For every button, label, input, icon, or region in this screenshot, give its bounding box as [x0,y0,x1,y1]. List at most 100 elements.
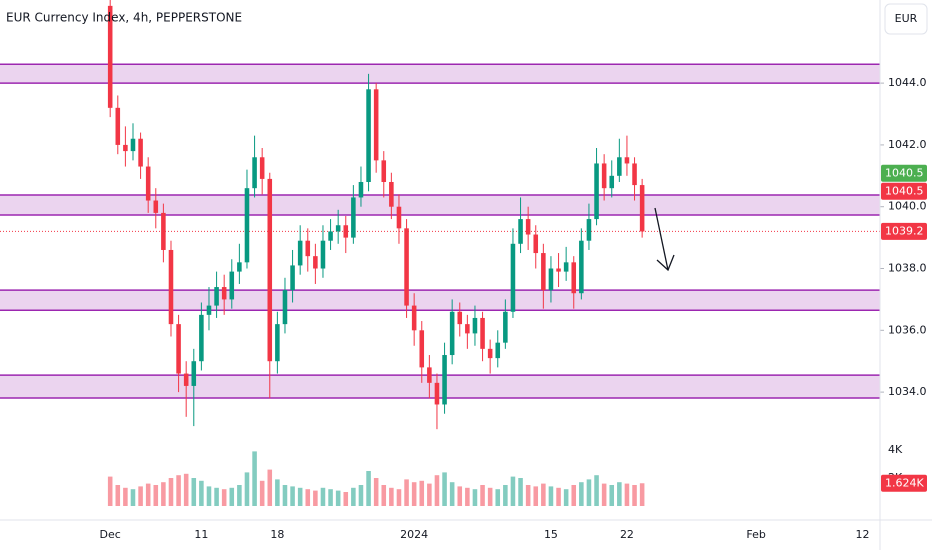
volume-bar [563,489,569,506]
candle-body [161,212,166,250]
x-tick-label: Feb [746,528,765,541]
x-tick-label: 2024 [400,528,428,541]
candle-body [609,175,615,189]
candle-body [457,311,463,325]
volume-bar [328,489,333,506]
candle-body [533,234,539,254]
volume-pane [107,451,645,506]
volume-bar [609,485,615,506]
candle-body [176,324,181,374]
candle-body [313,256,318,269]
candle-body [541,253,546,291]
candle-body [396,206,402,229]
candle-body [290,265,295,291]
volume-bar [115,485,121,506]
candle-body [282,290,288,325]
candle-body [115,107,121,145]
volume-bar [632,485,637,506]
volume-bar [556,487,561,506]
candle-body [130,138,136,152]
volume-bar [282,485,288,506]
volume-bar [297,487,303,506]
price-tag-label: 1040.5 [885,184,924,197]
volume-bar [579,482,584,506]
volume-bar [176,475,181,506]
zone [0,64,880,84]
price-tag [881,164,927,182]
candle-body [571,262,577,294]
candle-body [328,231,333,241]
volume-bar [541,483,546,506]
candle-body [594,163,599,220]
candle-body [305,240,311,257]
volume-bar [480,485,485,506]
candle-body [297,240,303,266]
candle-body [343,225,349,238]
volume-tick-label: 4K [888,443,903,456]
volume-bar [229,487,235,506]
candle-body [199,314,204,362]
volume-bar [153,485,159,506]
candle-body [579,240,584,294]
volume-bar [495,489,501,506]
volume-bar [259,480,265,506]
volume-bar [427,483,432,506]
volume-bar [313,490,318,506]
volume-bar [571,485,577,506]
candle-body [351,197,356,238]
x-tick-label: Dec [100,528,121,541]
axes: 1034.0 1036.0 1038.0 1040.0 1042.0 1044.0 Dec 1… [100,76,927,541]
candle-body [465,324,470,334]
volume-bar [548,486,554,506]
x-tick-label: 12 [856,528,870,541]
volume-bar [419,480,425,506]
volume-bar [145,483,151,506]
volume-bar [624,483,630,506]
down-arrow [654,207,675,272]
candle-body [434,382,440,405]
candle-body [366,89,371,182]
volume-bar [107,476,113,506]
volume-bar [183,473,189,506]
y-tick-label: 1036.0 [888,323,927,336]
volume-bar [168,478,174,506]
zone [0,290,880,311]
volume-bar [305,489,311,506]
volume-bar [275,479,280,506]
volume-bar [639,483,645,506]
candle-body [123,144,128,152]
currency-button-label[interactable]: EUR [895,12,918,25]
candle-body [206,305,212,315]
chart-title: EUR Currency Index, 4h, PEPPERSTONE [6,11,242,25]
volume-tag-label: 1.624K [885,476,924,489]
volume-bar [457,486,463,506]
volume-bar [381,485,387,506]
candle-body [389,181,394,207]
currency-button[interactable] [884,3,928,35]
volume-bar [252,451,257,506]
candle-body [548,268,554,291]
candle-body [624,157,630,164]
price-tag-label: 1040.5 [885,166,924,179]
x-tick-label: 15 [544,528,558,541]
candle-body [495,342,501,359]
candle-body [214,287,219,306]
price-tag [881,222,927,240]
volume-bar [510,476,516,506]
candle-body [518,219,523,244]
volume-bar [123,487,128,506]
volume-bar [161,482,166,506]
candle-body [335,225,341,232]
candle-body [358,181,364,198]
candle-body [442,355,447,405]
candle-body [183,373,189,386]
volume-bar [290,486,295,506]
volume-bar [586,479,592,506]
y-tick-label: 1044.0 [888,76,927,89]
candle-body [601,163,607,189]
volume-bar [487,487,493,506]
price-tag [881,182,927,200]
candle-body [525,219,531,235]
candle-body [168,249,174,325]
